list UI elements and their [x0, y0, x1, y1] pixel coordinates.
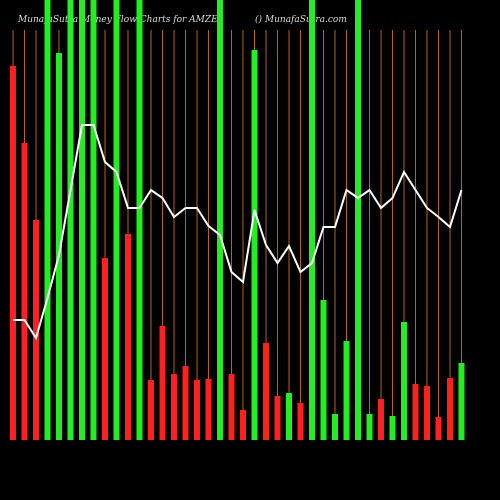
bar	[171, 374, 177, 440]
bar	[240, 410, 246, 440]
bar	[458, 363, 465, 440]
bar	[378, 399, 384, 440]
bar	[389, 416, 396, 440]
bar	[263, 343, 269, 440]
bar	[435, 417, 442, 440]
bar	[412, 384, 419, 440]
bar	[217, 0, 223, 440]
bar	[401, 322, 407, 440]
chart-subtitle: () MunafaSutra.com	[255, 14, 347, 25]
bar	[286, 393, 292, 440]
bar	[251, 50, 258, 440]
bar	[44, 0, 51, 440]
bar	[194, 380, 200, 440]
bar	[21, 143, 28, 440]
bar	[148, 380, 154, 440]
flow-line	[13, 124, 463, 341]
bar	[355, 0, 361, 440]
bar	[125, 234, 131, 440]
bar	[205, 379, 212, 440]
bar	[79, 0, 85, 440]
bar	[102, 258, 108, 440]
bar	[10, 66, 16, 440]
bar	[33, 220, 39, 440]
bar	[366, 414, 373, 440]
bar	[90, 0, 97, 440]
bar	[309, 0, 315, 440]
bar	[67, 0, 74, 440]
bar	[56, 53, 62, 440]
bar	[332, 414, 338, 440]
bar	[136, 0, 143, 440]
bar	[297, 403, 304, 440]
bar	[447, 378, 453, 440]
bar	[113, 0, 120, 440]
bar	[228, 374, 235, 440]
bar	[159, 326, 166, 440]
bar	[424, 386, 430, 440]
bar	[274, 396, 281, 440]
bar	[343, 341, 350, 440]
bar	[320, 300, 327, 440]
bar	[182, 366, 189, 440]
